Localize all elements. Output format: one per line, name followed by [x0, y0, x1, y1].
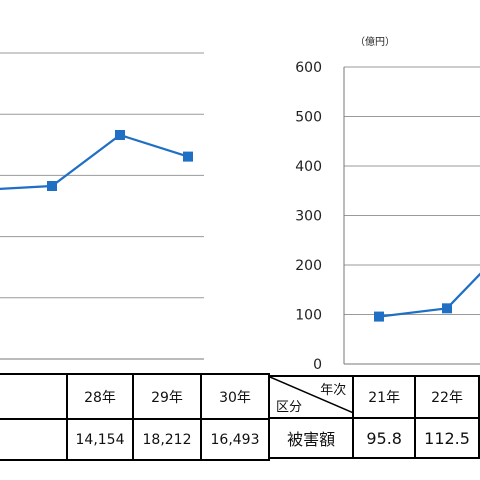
table-cell — [0, 418, 68, 461]
y-tick-label: 100 — [295, 308, 322, 324]
y-tick-label: 0 — [313, 357, 322, 373]
table-cell: 18,212 — [132, 418, 202, 461]
table-row-label: 被害額 — [267, 417, 355, 459]
y-tick-label: 600 — [295, 60, 322, 76]
table-row: 14,154 18,212 16,493 — [0, 418, 270, 461]
data-point-marker — [115, 130, 125, 140]
data-point-marker — [47, 181, 57, 191]
table-cell: 95.8 — [352, 417, 417, 459]
y-axis-unit-label: （億円） — [355, 35, 395, 48]
table-header-cell — [0, 373, 68, 420]
table-header-cell: 28年 — [66, 373, 134, 420]
right-data-table: 年次 区分 21年 22年 被害額 95.8 112.5 — [267, 375, 480, 459]
y-tick-label: 500 — [295, 110, 322, 126]
series-line — [0, 133, 189, 190]
corner-label-category: 区分 — [276, 400, 303, 415]
data-point-marker — [183, 151, 193, 162]
table-cell: 112.5 — [414, 417, 480, 459]
table-header-row: 年次 区分 21年 22年 — [267, 375, 480, 419]
table-header-cell: 22年 — [414, 375, 480, 419]
left-data-table: 28年 29年 30年 14,154 18,212 16,493 — [0, 373, 270, 461]
right-line-chart: （億円） 0 100 200 300 400 500 600 — [295, 35, 480, 373]
corner-diagonal-line — [271, 378, 352, 413]
table-header-cell: 29年 — [132, 373, 202, 420]
table-header-row: 28年 29年 30年 — [0, 373, 270, 420]
table-cell: 16,493 — [200, 418, 270, 461]
y-tick-label: 300 — [295, 209, 322, 225]
table-corner-cell: 年次 区分 — [267, 375, 355, 419]
table-header-cell: 30年 — [200, 373, 270, 420]
y-tick-label: 200 — [295, 258, 322, 274]
data-point-marker — [374, 311, 384, 322]
series-line — [378, 272, 480, 318]
data-point-marker — [442, 303, 452, 314]
left-line-chart — [0, 52, 204, 360]
table-cell: 14,154 — [66, 418, 134, 461]
table-row: 被害額 95.8 112.5 — [267, 417, 480, 459]
table-header-cell: 21年 — [352, 375, 417, 419]
y-tick-label: 400 — [295, 159, 322, 175]
corner-label-year: 年次 — [320, 383, 347, 398]
